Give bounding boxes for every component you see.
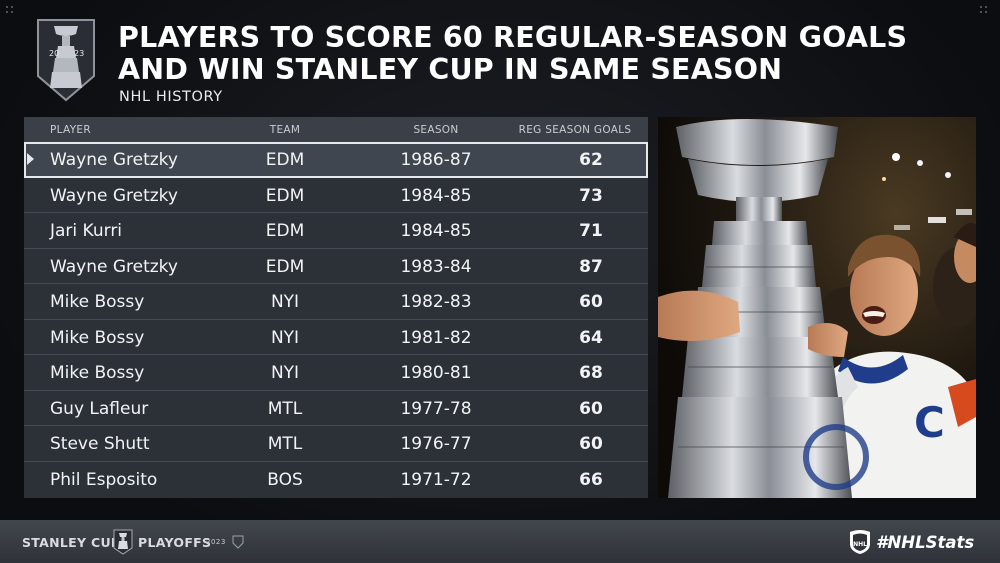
- cell-team: BOS: [267, 469, 303, 490]
- cell-goals: 68: [579, 363, 603, 383]
- column-header-team: TEAM: [269, 124, 301, 136]
- column-header-season: SEASON: [413, 124, 459, 136]
- stats-table: PLAYER TEAM SEASON REG SEASON GOALS Wayn…: [24, 117, 648, 498]
- table-row[interactable]: Wayne Gretzky EDM 1983-84 87: [24, 249, 648, 284]
- nhl-shield-icon: [232, 535, 244, 549]
- column-header-player: PLAYER: [50, 124, 91, 136]
- cell-player: Mike Bossy: [50, 292, 145, 312]
- corner-dots-right: [980, 6, 996, 16]
- table-row[interactable]: Mike Bossy NYI 1982-83 60: [24, 284, 648, 320]
- footer-bar: STANLEY CUP PLAYOFFS 2023 NHL #NHLStats: [0, 520, 1000, 563]
- table-row[interactable]: Guy Lafleur MTL 1977-78 60: [24, 391, 648, 426]
- cell-season: 1984-85: [400, 221, 472, 241]
- cell-player: Mike Bossy: [50, 327, 145, 348]
- table-row[interactable]: Wayne Gretzky EDM 1984-85 73: [24, 178, 648, 213]
- cell-season: 1981-82: [400, 327, 472, 348]
- page-subtitle: NHL HISTORY: [119, 89, 223, 105]
- cell-player: Mike Bossy: [50, 363, 145, 383]
- cell-season: 1977-78: [400, 398, 472, 419]
- cell-season: 1984-85: [400, 185, 472, 206]
- cell-player: Jari Kurri: [50, 221, 123, 241]
- logo-year-left: 20: [49, 49, 59, 58]
- column-header-goals: REG SEASON GOALS: [518, 124, 632, 136]
- cell-team: NYI: [270, 363, 300, 383]
- cell-season: 1986-87: [400, 150, 472, 170]
- table-row[interactable]: Mike Bossy NYI 1981-82 64: [24, 320, 648, 355]
- cell-team: NYI: [270, 327, 300, 348]
- cell-team: EDM: [265, 185, 305, 206]
- cell-goals: 60: [579, 292, 603, 312]
- corner-dots-left: [6, 6, 22, 16]
- footer-stanley-cup: STANLEY CUP: [22, 535, 121, 550]
- table-header: PLAYER TEAM SEASON REG SEASON GOALS: [24, 117, 648, 142]
- cell-player: Wayne Gretzky: [50, 256, 178, 277]
- cell-season: 1983-84: [400, 256, 472, 277]
- table-row[interactable]: Phil Esposito BOS 1971-72 66: [24, 462, 648, 498]
- cell-season: 1976-77: [400, 434, 472, 454]
- jersey-letter: C: [914, 398, 945, 447]
- cell-goals: 64: [579, 327, 603, 348]
- row-pointer-icon: [27, 153, 34, 165]
- cell-goals: 62: [579, 150, 603, 170]
- table-row[interactable]: Steve Shutt MTL 1976-77 60: [24, 426, 648, 462]
- cell-team: EDM: [265, 256, 305, 277]
- stanley-cup-logo: 20 23: [37, 19, 95, 102]
- celebration-photo: C: [658, 117, 976, 498]
- footer-playoffs: PLAYOFFS: [138, 535, 212, 550]
- page-title: PLAYERS TO SCORE 60 REGULAR-SEASON GOALS…: [118, 21, 908, 86]
- cell-player: Wayne Gretzky: [50, 185, 178, 206]
- cell-season: 1980-81: [400, 363, 472, 383]
- table-row[interactable]: Mike Bossy NYI 1980-81 68: [24, 355, 648, 391]
- table-row[interactable]: Wayne Gretzky EDM 1986-87 62: [24, 142, 648, 178]
- cell-goals: 60: [579, 398, 603, 419]
- cell-team: MTL: [267, 398, 303, 419]
- cell-team: EDM: [265, 221, 305, 241]
- cell-player: Steve Shutt: [50, 434, 150, 454]
- nhl-shield-logo-icon: NHL: [850, 530, 870, 554]
- cell-goals: 71: [579, 221, 603, 241]
- svg-text:NHL: NHL: [853, 541, 867, 548]
- cell-team: MTL: [267, 434, 303, 454]
- cell-goals: 60: [579, 434, 603, 454]
- cell-player: Guy Lafleur: [50, 398, 149, 419]
- cell-goals: 87: [579, 256, 603, 277]
- logo-year-right: 23: [74, 49, 84, 58]
- cell-team: EDM: [265, 150, 305, 170]
- cell-goals: 66: [579, 469, 603, 490]
- cell-player: Phil Esposito: [50, 469, 158, 490]
- cell-goals: 73: [579, 185, 603, 206]
- nhl-stats-tag: NHL #NHLStats: [848, 529, 978, 555]
- table-row[interactable]: Jari Kurri EDM 1984-85 71: [24, 213, 648, 249]
- trophy-icon: [113, 529, 133, 555]
- cell-team: NYI: [270, 292, 300, 312]
- cell-season: 1971-72: [400, 469, 472, 490]
- hashtag-text: #NHLStats: [876, 533, 975, 552]
- footer-year: 2023: [206, 538, 226, 546]
- cell-player: Wayne Gretzky: [50, 150, 178, 170]
- cell-season: 1982-83: [400, 292, 472, 312]
